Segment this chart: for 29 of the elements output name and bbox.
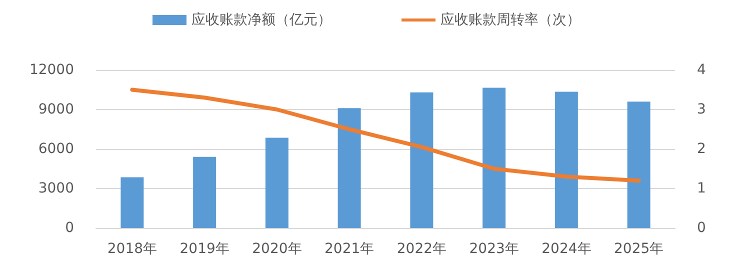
bar (410, 92, 434, 228)
y2-tick-label: 3 (697, 102, 706, 118)
bar (482, 88, 506, 228)
x-tick-label: 2021年 (324, 241, 374, 257)
y2-tick-label: 4 (697, 62, 706, 78)
x-tick-label: 2022年 (396, 241, 447, 257)
y-tick-label: 12000 (29, 62, 74, 78)
bar (627, 102, 650, 228)
x-tick-label: 2019年 (180, 241, 230, 257)
y-tick-label: 9000 (38, 102, 74, 118)
y-tick-label: 6000 (38, 141, 74, 157)
y2-tick-label: 2 (697, 141, 706, 157)
bar (554, 92, 578, 228)
x-tick-label: 2025年 (614, 241, 664, 257)
legend-label: 应收账款净额（亿元） (192, 12, 332, 28)
y-tick-label: 3000 (38, 180, 74, 196)
x-tick-label: 2018年 (107, 241, 158, 257)
bar (120, 177, 144, 228)
x-tick-label: 2020年 (252, 241, 302, 257)
line-series (130, 88, 641, 183)
y2-tick-label: 0 (697, 220, 706, 236)
bar (265, 138, 288, 228)
x-tick-label: 2023年 (469, 241, 519, 257)
y2-tick-label: 1 (697, 180, 706, 196)
bar (338, 108, 361, 228)
y-tick-label: 0 (65, 220, 74, 236)
x-tick-label: 2024年 (542, 241, 592, 257)
legend-label: 应收账款周转率（次） (440, 12, 580, 28)
bar (193, 156, 216, 228)
